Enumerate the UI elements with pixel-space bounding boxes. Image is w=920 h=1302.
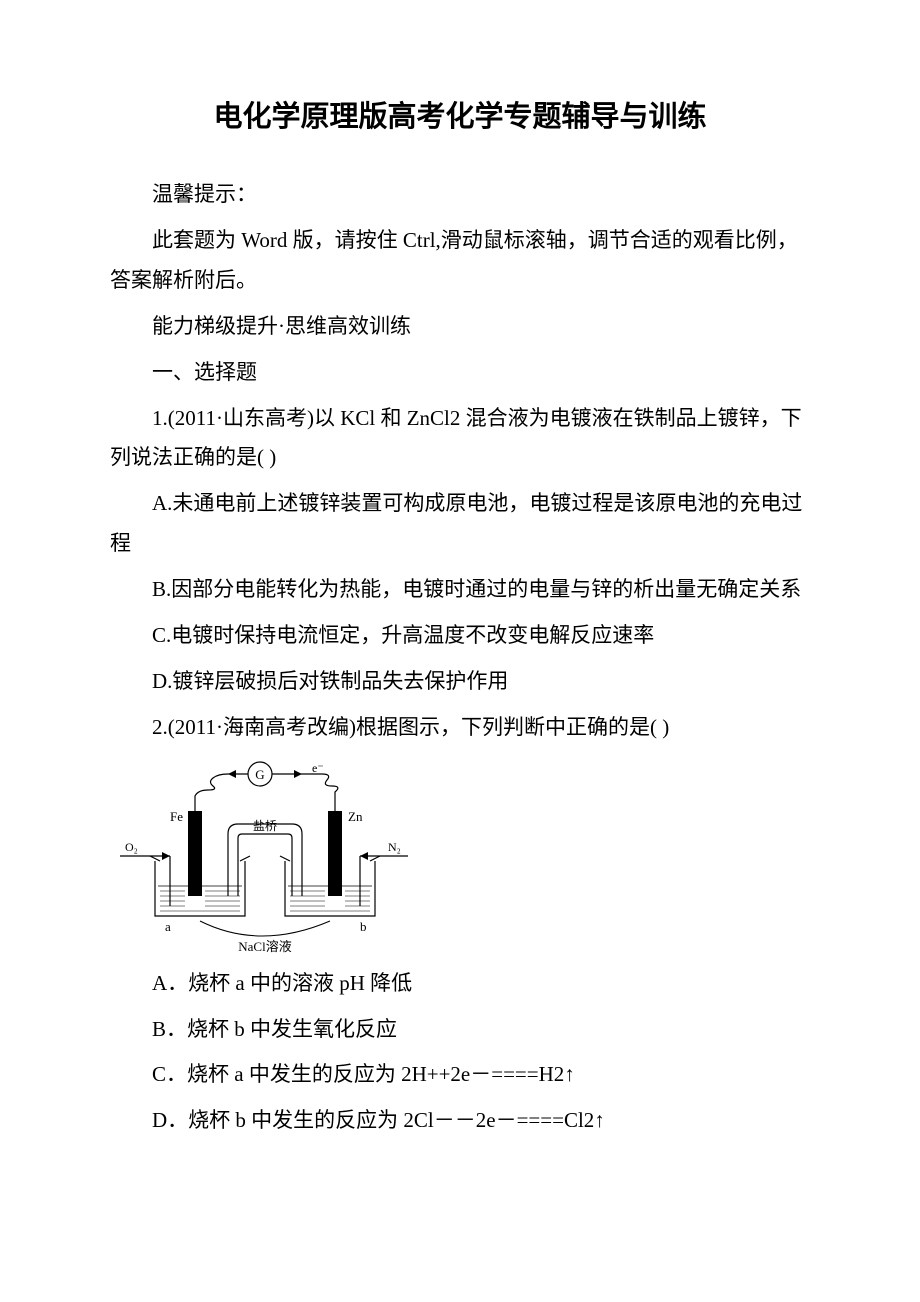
paragraph-section: 能力梯级提升·思维高效训练 [110, 307, 810, 347]
label-zn: Zn [348, 809, 363, 824]
label-o2: O₂ [125, 840, 138, 854]
question-2-option-c: C．烧杯 a 中发生的反应为 2H++2e－====H2↑ [110, 1055, 810, 1095]
question-2-option-d: D．烧杯 b 中发生的反应为 2Cl－－2e－====Cl2↑ [110, 1101, 810, 1141]
label-beaker-a: a [165, 919, 171, 934]
label-electron: e⁻ [312, 761, 324, 775]
label-fe: Fe [170, 809, 183, 824]
label-salt-bridge: 盐桥 [253, 819, 277, 833]
paragraph-instruction: 此套题为 Word 版，请按住 Ctrl,滑动鼠标滚轴，调节合适的观看比例，答案… [110, 221, 810, 301]
paragraph-tips: 温馨提示： [110, 175, 810, 215]
question-2-stem: 2.(2011·海南高考改编)根据图示，下列判断中正确的是( ) [110, 708, 810, 748]
label-galvanometer: G [255, 767, 264, 782]
question-1-option-c: C.电镀时保持电流恒定，升高温度不改变电解反应速率 [110, 616, 810, 656]
question-1-option-b: B.因部分电能转化为热能，电镀时通过的电量与锌的析出量无确定关系 [110, 570, 810, 610]
question-1-option-a: A.未通电前上述镀锌装置可构成原电池，电镀过程是该原电池的充电过程 [110, 484, 810, 564]
page-title: 电化学原理版高考化学专题辅导与训练 [110, 90, 810, 145]
figure-container: G e⁻ Fe Zn 盐桥 O₂ a [110, 756, 810, 956]
label-nacl: NaCl溶液 [238, 939, 291, 954]
paragraph-heading-1: 一、选择题 [110, 353, 810, 393]
question-1-option-d: D.镀锌层破损后对铁制品失去保护作用 [110, 662, 810, 702]
label-beaker-b: b [360, 919, 367, 934]
circuit-diagram: G e⁻ Fe Zn 盐桥 O₂ a [110, 756, 410, 956]
question-2-option-a: A．烧杯 a 中的溶液 pH 降低 [110, 964, 810, 1004]
electrode-zn [328, 811, 342, 896]
question-1-stem: 1.(2011·山东高考)以 KCl 和 ZnCl2 混合液为电镀液在铁制品上镀… [110, 399, 810, 479]
electrode-fe [188, 811, 202, 896]
question-2-option-b: B．烧杯 b 中发生氧化反应 [110, 1010, 810, 1050]
label-n2: N₂ [388, 840, 401, 854]
